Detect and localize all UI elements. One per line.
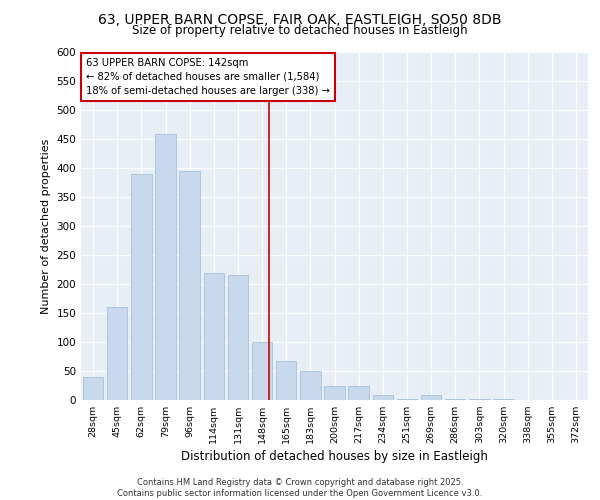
Bar <box>445 399 466 400</box>
Y-axis label: Number of detached properties: Number of detached properties <box>41 138 51 314</box>
Bar <box>252 342 272 400</box>
Text: 63 UPPER BARN COPSE: 142sqm
← 82% of detached houses are smaller (1,584)
18% of : 63 UPPER BARN COPSE: 142sqm ← 82% of det… <box>86 58 330 96</box>
Bar <box>227 276 248 400</box>
X-axis label: Distribution of detached houses by size in Eastleigh: Distribution of detached houses by size … <box>181 450 488 464</box>
Bar <box>300 371 320 400</box>
Text: 63, UPPER BARN COPSE, FAIR OAK, EASTLEIGH, SO50 8DB: 63, UPPER BARN COPSE, FAIR OAK, EASTLEIG… <box>98 12 502 26</box>
Text: Contains HM Land Registry data © Crown copyright and database right 2025.
Contai: Contains HM Land Registry data © Crown c… <box>118 478 482 498</box>
Bar <box>155 134 176 400</box>
Bar <box>397 399 417 400</box>
Bar <box>179 171 200 400</box>
Bar <box>276 360 296 400</box>
Bar <box>349 386 369 400</box>
Bar <box>324 386 345 400</box>
Bar <box>203 272 224 400</box>
Text: Size of property relative to detached houses in Eastleigh: Size of property relative to detached ho… <box>132 24 468 37</box>
Bar <box>83 377 103 400</box>
Bar <box>421 396 442 400</box>
Bar <box>131 174 152 400</box>
Bar <box>107 308 127 400</box>
Bar <box>373 396 393 400</box>
Bar <box>469 399 490 400</box>
